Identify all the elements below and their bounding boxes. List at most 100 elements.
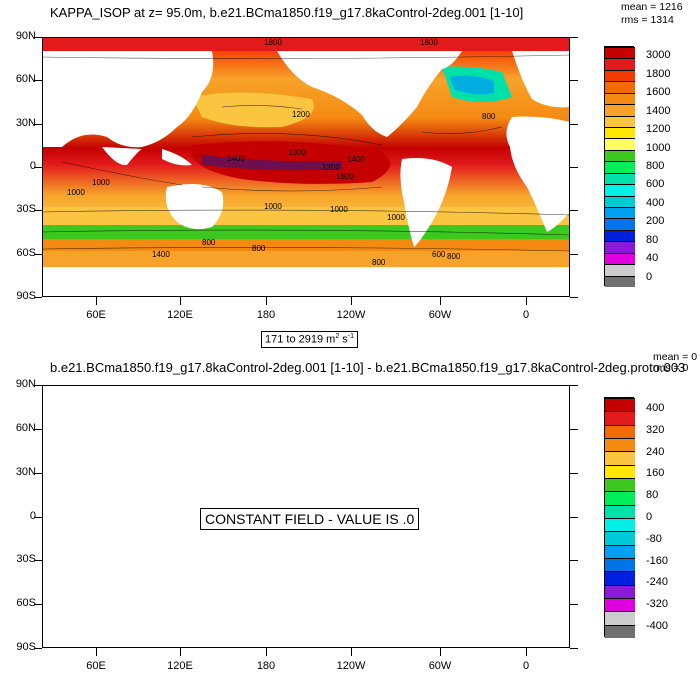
- axis-tick-mark: [34, 472, 42, 474]
- panel2-mean: mean = 0: [653, 351, 698, 363]
- colorbar-swatch: [605, 624, 635, 639]
- colorbar-swatch: [605, 184, 635, 197]
- lon-tick-label: 60E: [86, 309, 106, 321]
- colorbar-swatch: [605, 491, 635, 506]
- colorbar-swatch: [605, 127, 635, 139]
- contour-label: 1200: [292, 110, 310, 119]
- colorbar-swatch: [605, 195, 635, 208]
- lat-tick-label: 0: [29, 509, 36, 522]
- north-atlantic-core: [450, 75, 494, 95]
- colorbar-swatch: [605, 478, 635, 492]
- lat-tick-label: 30N: [15, 116, 36, 129]
- lon-tick-label: 120W: [336, 660, 366, 672]
- colorbar-swatch: [605, 115, 635, 128]
- colorbar-label: 160: [646, 467, 665, 480]
- land-masses: [42, 51, 570, 297]
- panel1-mean: mean = 1216: [621, 1, 683, 13]
- panel1-range-label: 171 to 2919 m2 s-1: [261, 331, 359, 348]
- axis-tick-mark: [440, 648, 441, 656]
- lat-tick-label: 30S: [16, 203, 36, 216]
- lon-tick-label: 60W: [428, 660, 452, 672]
- panel1-colorbar: [604, 46, 635, 288]
- colorbar-label: 40: [646, 252, 659, 265]
- colorbar-label: -320: [646, 598, 669, 611]
- colorbar-label: 600: [646, 178, 665, 191]
- panel1-map-frame: [42, 37, 570, 297]
- axis-tick-mark: [34, 516, 42, 518]
- colorbar-label: -400: [646, 620, 669, 633]
- panel2-rms: rms = 0: [653, 362, 689, 374]
- colorbar-swatch: [605, 558, 635, 572]
- axis-tick-mark: [180, 297, 181, 305]
- colorbar-swatch: [605, 611, 635, 626]
- contour-label: 1800: [420, 38, 438, 47]
- axis-tick-mark: [34, 37, 42, 38]
- colorbar-label: 1000: [646, 141, 671, 154]
- colorbar-swatch: [605, 544, 635, 559]
- colorbar-swatch: [605, 81, 635, 94]
- contour-label: 1200: [322, 163, 340, 172]
- colorbar-swatch: [605, 218, 635, 231]
- colorbar-swatch: [605, 424, 635, 439]
- colorbar-swatch: [605, 464, 635, 479]
- panel1-title: KAPPA_ISOP at z= 95.0m, b.e21.BCma1850.f…: [50, 5, 524, 20]
- contour-label: 800: [252, 244, 266, 253]
- lat-tick-label: 60N: [15, 73, 36, 86]
- colorbar-label: 3000: [646, 49, 671, 62]
- range-text-s: s: [339, 333, 348, 346]
- lat-tick-label: 0: [29, 160, 36, 172]
- axis-tick-mark: [570, 604, 578, 606]
- colorbar-swatch: [605, 69, 635, 82]
- axis-tick-mark: [351, 297, 352, 305]
- colorbar-label: 1800: [646, 67, 671, 80]
- contour-label: 1000: [387, 213, 405, 222]
- colorbar-swatch: [605, 411, 635, 426]
- colorbar-swatch: [605, 504, 635, 519]
- contour-label: 1000: [330, 205, 348, 214]
- axis-tick-mark: [266, 297, 267, 305]
- colorbar-label: 80: [646, 233, 659, 246]
- lat-tick-label: 30S: [16, 553, 36, 566]
- colorbar-swatch: [605, 571, 635, 586]
- colorbar-swatch: [605, 172, 635, 185]
- axis-tick-mark: [34, 80, 42, 82]
- colorbar-label: -160: [646, 554, 669, 567]
- colorbar-swatch: [605, 241, 635, 254]
- contour-label: 800: [482, 112, 496, 121]
- axis-tick-mark: [526, 297, 527, 305]
- axis-tick-mark: [570, 123, 578, 125]
- colorbar-swatch: [605, 252, 635, 265]
- contour-label: 800: [372, 258, 386, 267]
- southern-band-3: [42, 239, 570, 251]
- axis-tick-mark: [570, 560, 578, 562]
- contour-label: 1400: [227, 154, 245, 163]
- lat-tick-label: 30N: [15, 465, 36, 478]
- axis-tick-mark: [570, 297, 578, 298]
- colorbar-label: 200: [646, 215, 665, 228]
- axis-tick-mark: [34, 297, 42, 298]
- axis-tick-mark: [570, 648, 578, 649]
- colorbar-swatch: [605, 92, 635, 105]
- axis-tick-mark: [96, 648, 97, 656]
- axis-tick-mark: [34, 604, 42, 606]
- contour-label-group: 1800 1800 1200 800 1000 1400 1000 1200 1…: [67, 38, 496, 267]
- contour-label: 1400: [152, 250, 170, 259]
- lat-tick-label: 90N: [15, 30, 36, 42]
- axis-tick-mark: [34, 123, 42, 125]
- contour-lines: [42, 54, 570, 252]
- colorbar-label: 0: [646, 270, 653, 283]
- contour-label: 800: [202, 238, 216, 247]
- contour-label: 1000: [264, 202, 282, 211]
- lon-tick-label: 120E: [167, 309, 193, 321]
- contour-label: 1000: [288, 148, 306, 157]
- axis-tick-mark: [34, 253, 42, 255]
- axis-tick-mark: [96, 297, 97, 305]
- axis-tick-mark: [570, 253, 578, 255]
- colorbar-swatch: [605, 264, 635, 277]
- axis-tick-mark: [34, 167, 42, 168]
- colorbar-label: 80: [646, 489, 659, 502]
- lat-tick-label: 60S: [16, 246, 36, 259]
- contour-label: 600: [432, 250, 446, 259]
- colorbar-label: 400: [646, 401, 665, 414]
- contour-label: 1400: [347, 155, 365, 164]
